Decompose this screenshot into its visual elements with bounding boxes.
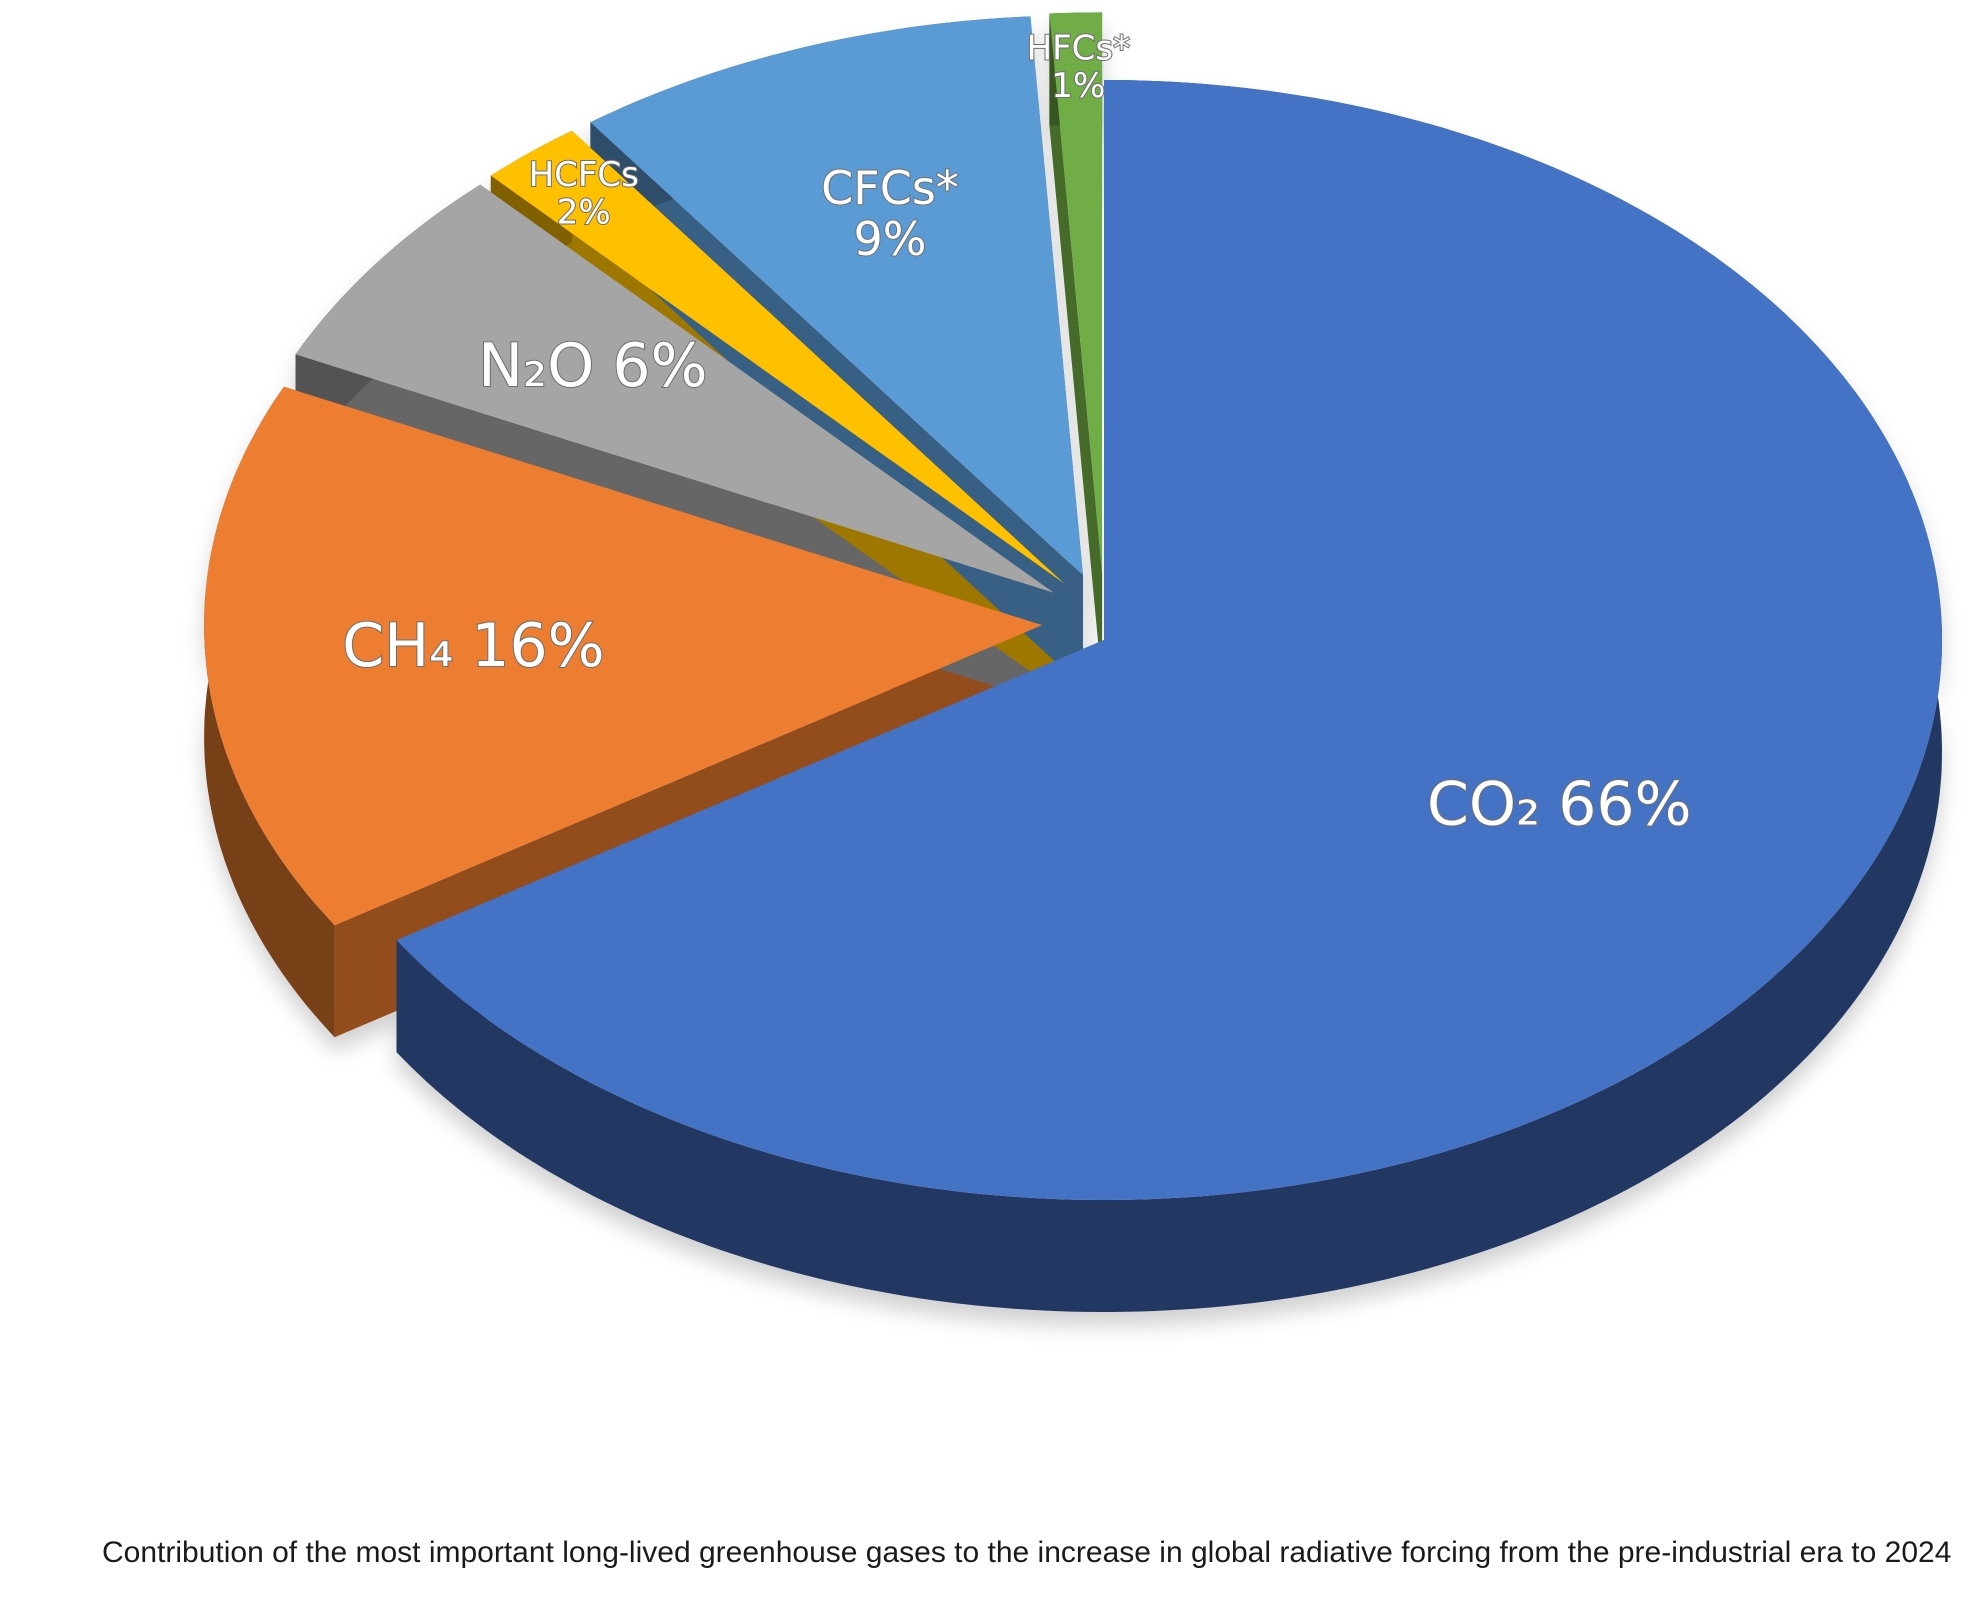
slice: [490, 130, 1065, 584]
slice-label-name: HFCs*: [1027, 28, 1131, 68]
slice-label: CH₄ 16%: [342, 611, 604, 681]
pie-tops: [204, 12, 1942, 1200]
slice-side: [1049, 13, 1103, 685]
slice: [204, 386, 1043, 926]
slice-label-value: 9%: [853, 212, 926, 266]
slice: [590, 16, 1083, 576]
slice-label-value: 16%: [471, 611, 604, 681]
slice-label-value: 1%: [1051, 66, 1105, 106]
slice-label-name: CO₂: [1427, 769, 1540, 839]
slice-label-name: HCFCs: [529, 155, 639, 195]
slice: [396, 80, 1942, 1200]
slice-label-name: CFCs*: [821, 161, 959, 215]
slice-label: N₂O 6%: [478, 331, 707, 401]
slice-label-name: N₂O: [478, 331, 594, 401]
slice: [1049, 12, 1103, 573]
slice-label-name: CH₄: [342, 611, 453, 681]
slice-label-value: 2%: [557, 193, 611, 233]
slice: [295, 184, 1054, 593]
slice-label: CO₂ 66%: [1427, 769, 1692, 839]
slice-label-value: 6%: [612, 331, 707, 401]
slice-label-value: 66%: [1558, 769, 1691, 839]
chart-caption: Contribution of the most important long-…: [102, 1536, 1952, 1569]
